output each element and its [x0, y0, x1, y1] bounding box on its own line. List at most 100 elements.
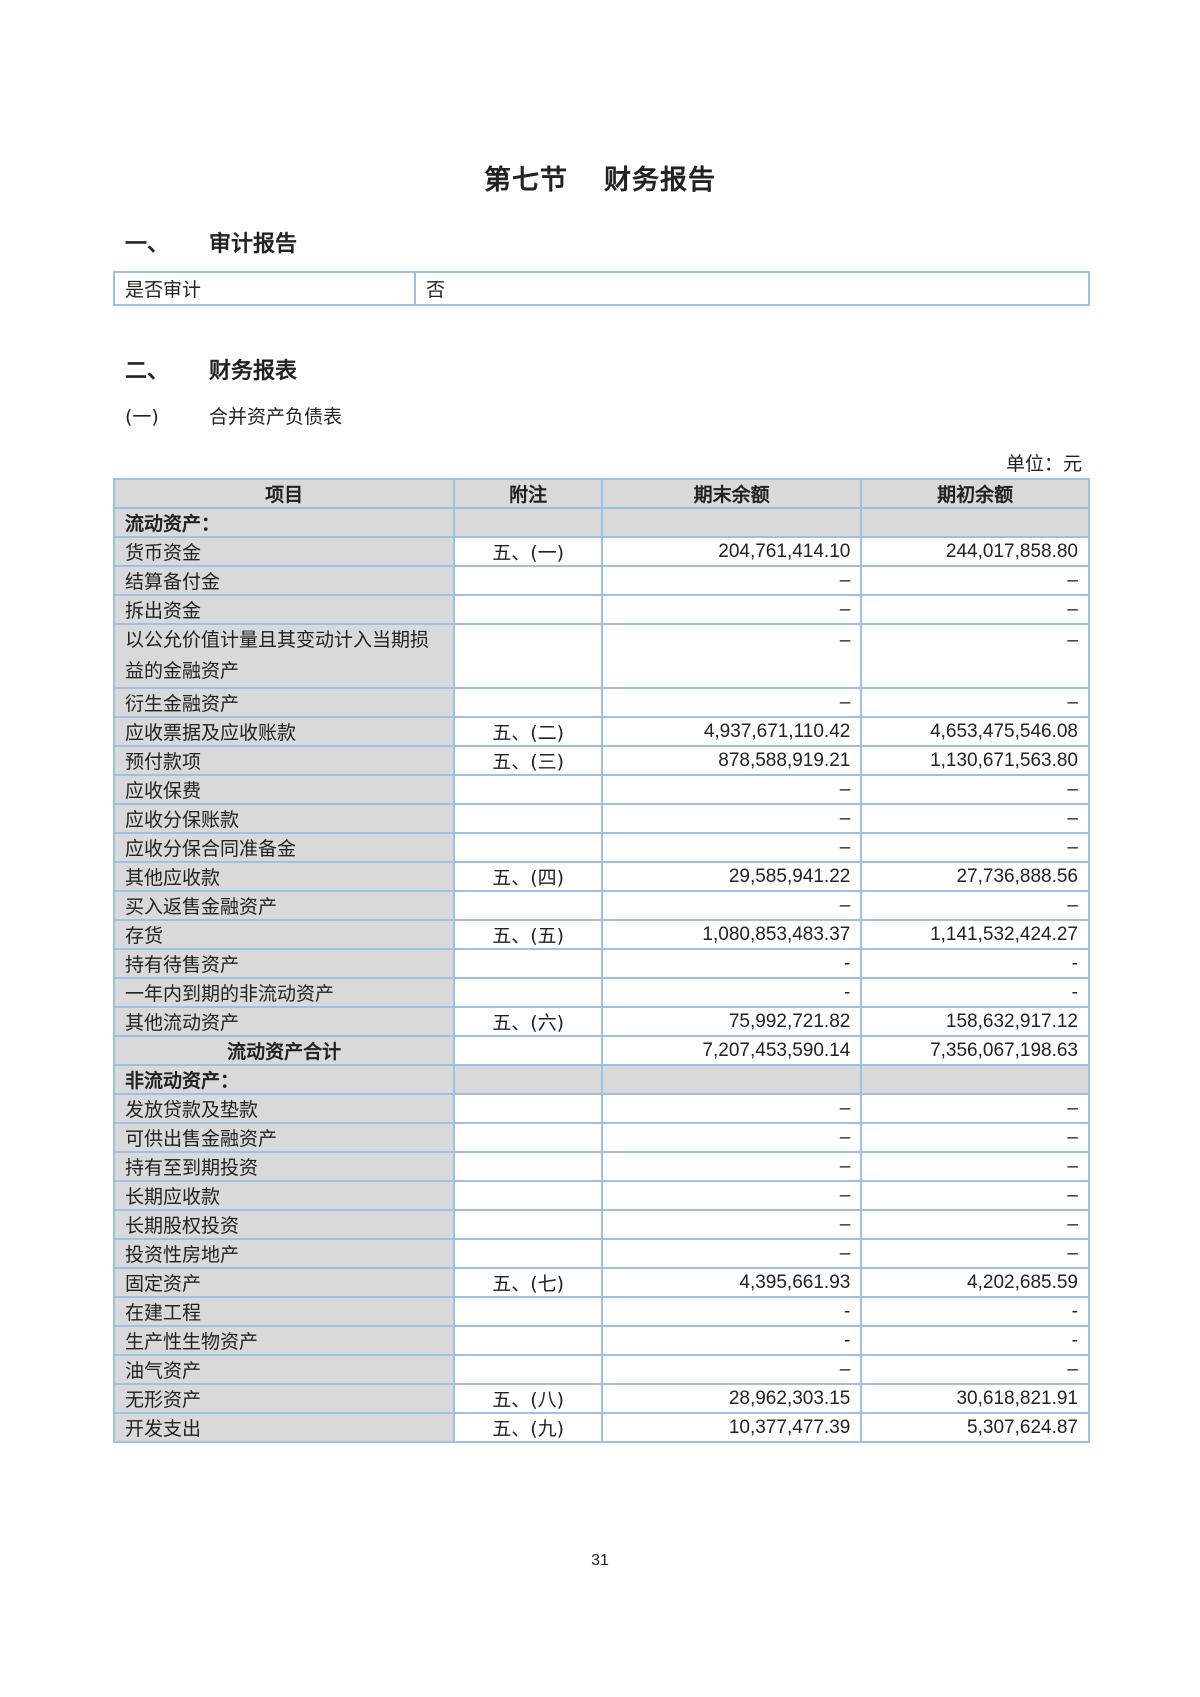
table-row: 持有至到期投资 – –	[112, 1151, 1090, 1182]
note-cell: 五、(五)	[453, 919, 603, 950]
note-cell	[453, 1122, 603, 1153]
item-name: 一年内到期的非流动资产	[112, 977, 456, 1008]
end-balance: –	[600, 1354, 863, 1385]
begin-balance: -	[860, 977, 1090, 1008]
end-balance: –	[600, 1151, 863, 1182]
end-balance: 1,080,853,483.37	[600, 919, 863, 950]
item-name: 应收分保合同准备金	[112, 832, 456, 863]
note-cell	[453, 832, 603, 863]
begin-balance: 7,356,067,198.63	[860, 1035, 1090, 1066]
item-name: 发放贷款及垫款	[112, 1093, 456, 1124]
begin-balance: 5,307,624.87	[860, 1412, 1090, 1443]
item-name: 持有待售资产	[112, 948, 456, 979]
begin-balance: –	[860, 623, 1090, 689]
end-balance: –	[600, 1093, 863, 1124]
note-cell	[453, 1325, 603, 1356]
begin-balance: –	[860, 1180, 1090, 1211]
table-row: 应收分保合同准备金 – –	[112, 832, 1090, 863]
note-cell: 五、(三)	[453, 745, 603, 776]
table-row: 应收保费 – –	[112, 774, 1090, 805]
end-balance: –	[600, 623, 863, 689]
note-cell	[453, 1354, 603, 1385]
begin-balance: –	[860, 1151, 1090, 1182]
empty-cell	[860, 507, 1090, 538]
begin-balance: –	[860, 565, 1090, 596]
begin-balance: –	[860, 803, 1090, 834]
end-balance: 10,377,477.39	[600, 1412, 863, 1443]
note-cell	[453, 594, 603, 625]
column-header-begin-balance: 期初余额	[860, 478, 1090, 509]
end-balance: –	[600, 1238, 863, 1269]
note-cell: 五、(六)	[453, 1006, 603, 1037]
end-balance: –	[600, 832, 863, 863]
table-row: 其他应收款 五、(四) 29,585,941.22 27,736,888.56	[112, 861, 1090, 892]
end-balance: -	[600, 977, 863, 1008]
begin-balance: 4,202,685.59	[860, 1267, 1090, 1298]
note-cell: 五、(八)	[453, 1383, 603, 1414]
note-cell: 五、(二)	[453, 716, 603, 747]
table-row: 在建工程 - -	[112, 1296, 1090, 1327]
item-name: 可供出售金融资产	[112, 1122, 456, 1153]
note-cell: 五、(一)	[453, 536, 603, 567]
item-name: 应收票据及应收账款	[112, 716, 456, 747]
end-balance: –	[600, 1180, 863, 1211]
begin-balance: –	[860, 1209, 1090, 1240]
item-name: 预付款项	[112, 745, 456, 776]
end-balance: 28,962,303.15	[600, 1383, 863, 1414]
begin-balance: -	[860, 1296, 1090, 1327]
note-cell	[453, 1151, 603, 1182]
note-cell	[453, 565, 603, 596]
note-cell: 五、(四)	[453, 861, 603, 892]
audit-value: 否	[414, 271, 1090, 306]
section-label: 非流动资产：	[112, 1064, 456, 1095]
begin-balance: 1,130,671,563.80	[860, 745, 1090, 776]
section-number: 一、	[125, 232, 170, 257]
section-label: 流动资产：	[112, 507, 456, 538]
note-cell	[453, 1180, 603, 1211]
note-cell	[453, 948, 603, 979]
item-name: 其他流动资产	[112, 1006, 456, 1037]
begin-balance: 4,653,475,546.08	[860, 716, 1090, 747]
table-row: 固定资产 五、(七) 4,395,661.93 4,202,685.59	[112, 1267, 1090, 1298]
item-name: 应收分保账款	[112, 803, 456, 834]
end-balance: -	[600, 1296, 863, 1327]
section-heading-statements: 二、 财务报表	[125, 353, 297, 385]
begin-balance: –	[860, 1354, 1090, 1385]
column-header-item: 项目	[112, 478, 456, 509]
item-name: 流动资产合计	[112, 1035, 456, 1066]
item-name: 衍生金融资产	[112, 687, 456, 718]
end-balance: 204,761,414.10	[600, 536, 863, 567]
begin-balance: –	[860, 1093, 1090, 1124]
note-cell	[453, 1093, 603, 1124]
end-balance: –	[600, 774, 863, 805]
note-cell	[453, 1296, 603, 1327]
table-row: 长期股权投资 – –	[112, 1209, 1090, 1240]
end-balance: –	[600, 1209, 863, 1240]
item-name: 持有至到期投资	[112, 1151, 456, 1182]
note-cell	[453, 774, 603, 805]
table-row: 买入返售金融资产 – –	[112, 890, 1090, 921]
end-balance: 4,395,661.93	[600, 1267, 863, 1298]
page-title: 第七节 财务报告	[0, 158, 1200, 197]
table-row: 投资性房地产 – –	[112, 1238, 1090, 1269]
table-row: 无形资产 五、(八) 28,962,303.15 30,618,821.91	[112, 1383, 1090, 1414]
empty-cell	[600, 507, 863, 538]
item-name: 固定资产	[112, 1267, 456, 1298]
column-header-end-balance: 期末余额	[600, 478, 863, 509]
audit-table: 是否审计 否	[113, 271, 1090, 306]
table-row: 持有待售资产 - -	[112, 948, 1090, 979]
title-section-number: 第七节	[484, 165, 568, 196]
table-row: 长期应收款 – –	[112, 1180, 1090, 1211]
begin-balance: -	[860, 948, 1090, 979]
section-row: 非流动资产：	[112, 1064, 1090, 1095]
unit-label: 单位：元	[1005, 453, 1082, 475]
item-name: 应收保费	[112, 774, 456, 805]
item-name: 投资性房地产	[112, 1238, 456, 1269]
note-cell	[453, 1209, 603, 1240]
subsection-heading-balance-sheet: (一) 合并资产负债表	[125, 402, 342, 429]
table-header-row: 项目 附注 期末余额 期初余额	[112, 478, 1090, 509]
note-cell	[453, 803, 603, 834]
item-name: 拆出资金	[112, 594, 456, 625]
note-cell: 五、(九)	[453, 1412, 603, 1443]
begin-balance: –	[860, 1122, 1090, 1153]
